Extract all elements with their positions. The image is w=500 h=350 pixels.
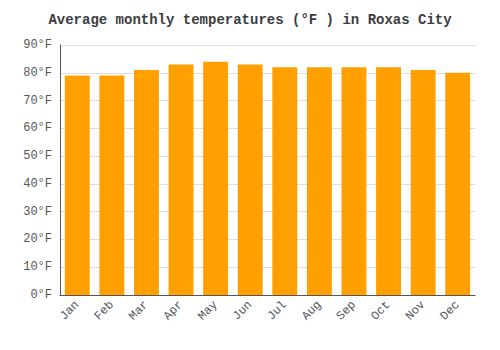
svg-text:20°F: 20°F	[23, 232, 52, 246]
svg-text:Oct: Oct	[368, 298, 393, 323]
svg-text:Dec: Dec	[438, 298, 463, 323]
svg-text:80°F: 80°F	[23, 66, 52, 80]
svg-text:Aug: Aug	[299, 298, 324, 323]
svg-text:Feb: Feb	[92, 298, 117, 323]
svg-text:70°F: 70°F	[23, 94, 52, 108]
svg-text:Nov: Nov	[403, 298, 428, 323]
svg-text:Apr: Apr	[161, 298, 186, 323]
svg-text:0°F: 0°F	[30, 288, 52, 302]
svg-text:90°F: 90°F	[23, 38, 52, 52]
svg-text:50°F: 50°F	[23, 149, 52, 163]
svg-text:60°F: 60°F	[23, 121, 52, 135]
svg-text:10°F: 10°F	[23, 260, 52, 274]
svg-text:30°F: 30°F	[23, 205, 52, 219]
svg-text:Mar: Mar	[126, 298, 151, 323]
svg-text:Jul: Jul	[265, 298, 290, 323]
svg-text:Jun: Jun	[230, 298, 255, 323]
svg-text:40°F: 40°F	[23, 177, 52, 191]
svg-text:Sep: Sep	[334, 298, 359, 323]
svg-text:Jan: Jan	[57, 298, 82, 323]
svg-text:Average monthly temperatures (: Average monthly temperatures (°F ) in Ro…	[48, 12, 452, 28]
svg-text:May: May	[195, 298, 220, 323]
